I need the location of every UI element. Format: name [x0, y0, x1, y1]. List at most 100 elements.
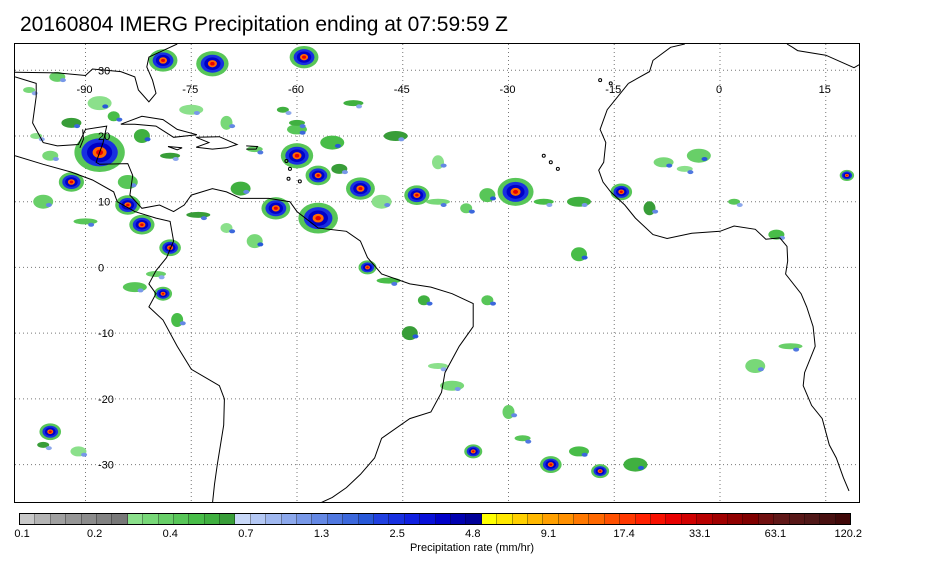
coastlines [15, 44, 859, 502]
longitude-label: 15 [819, 84, 831, 96]
latitude-label: -10 [98, 328, 114, 340]
colorbar-tick-label: 17.4 [613, 528, 635, 540]
precip-cell [728, 198, 741, 205]
precip-cell [525, 439, 532, 444]
precip-cell [454, 387, 461, 391]
precip-cell [302, 55, 307, 59]
precip-cell [158, 275, 165, 280]
precip-cell [546, 203, 553, 207]
colorbar-tick-label: 33.1 [689, 528, 711, 540]
island [555, 166, 560, 171]
longitude-label: -75 [182, 84, 198, 96]
island [287, 166, 292, 171]
colorbar-segment [50, 514, 67, 524]
colorbar-segment [343, 514, 359, 524]
precip-cell [366, 266, 369, 269]
precip-cell [48, 430, 52, 433]
precip-cell [102, 104, 109, 109]
precip-cell [186, 211, 211, 218]
precip-cell [687, 170, 694, 175]
precip-cell [69, 180, 74, 184]
precip-cell [412, 334, 419, 339]
colorbar-segment [143, 514, 159, 524]
precip-cell [415, 193, 419, 197]
precip-cell [778, 343, 803, 350]
precip-cell [294, 153, 300, 158]
precip-cell [140, 223, 144, 227]
colorbar-segment [235, 514, 251, 524]
latitude-label: 20 [98, 131, 110, 143]
precipitation-field [23, 45, 855, 479]
colorbar-segment [558, 514, 575, 524]
precip-cell [172, 157, 179, 161]
precip-cell [116, 117, 123, 122]
colorbar-segment [189, 514, 205, 524]
precip-cell [276, 106, 289, 113]
colorbar-segment [543, 514, 559, 524]
coastline [786, 44, 859, 69]
colorbar-segment [804, 514, 821, 524]
colorbar-segment [589, 514, 605, 524]
precip-cell [652, 209, 659, 214]
colorbar-segment [758, 514, 775, 524]
precip-cell [74, 124, 81, 129]
precip-cell [299, 130, 306, 135]
precip-cell [73, 218, 98, 225]
latitude-label: 0 [98, 262, 104, 274]
colorbar-segment [373, 514, 390, 524]
colorbar-segment [497, 514, 513, 524]
colorbar-segment [681, 514, 698, 524]
coastline [598, 83, 850, 492]
colorbar-segment [266, 514, 282, 524]
precip-cell [334, 143, 341, 148]
colorbar-tick-labels: 0.1 0.2 0.4 0.7 1.3 2.5 4.8 9.1 17.4 33.1 63.1 120.… [14, 528, 862, 542]
coastline [196, 136, 239, 150]
precip-cell [179, 321, 186, 326]
precip-cell [676, 165, 693, 172]
precip-cell [87, 96, 112, 111]
precip-cell [358, 186, 363, 191]
precip-cell [37, 441, 50, 448]
precip-cell [793, 347, 800, 352]
colorbar-segment [112, 514, 128, 524]
colorbar-title: Precipitation rate (mm/hr) [409, 542, 535, 554]
colorbar-segment [297, 514, 313, 524]
colorbar-tick-label: 1.3 [313, 528, 330, 540]
island [284, 158, 289, 163]
graticule [15, 44, 859, 502]
colorbar-segment [450, 514, 467, 524]
colorbar-tick-label: 0.2 [86, 528, 103, 540]
coastline [15, 155, 225, 502]
precip-cell [23, 87, 36, 93]
colorbar-segment [512, 514, 528, 524]
colorbar-segment [620, 514, 636, 524]
precip-cell [581, 203, 588, 207]
colorbar-tick-label: 120.2 [834, 528, 863, 540]
precip-cell [581, 255, 588, 260]
precip-cell [511, 413, 518, 418]
colorbar-segment [604, 514, 621, 524]
colorbar-segment [481, 514, 498, 524]
colorbar-segment [435, 514, 451, 524]
precip-cell [126, 203, 130, 207]
colorbar-segment [389, 514, 405, 524]
colorbar-tick-label: 0.4 [162, 528, 178, 540]
coastline [15, 44, 178, 103]
precip-cell [45, 203, 52, 207]
island [286, 176, 291, 181]
colorbar-segment [358, 514, 374, 524]
colorbar-segment [127, 514, 144, 524]
precip-cell [200, 216, 207, 221]
precip-cell [356, 104, 363, 109]
colorbar-segment [789, 514, 805, 524]
colorbar-segment [666, 514, 682, 524]
colorbar-tick-label: 0.1 [14, 528, 30, 540]
precip-cell [341, 170, 348, 175]
precip-cell [320, 135, 345, 150]
colorbar-segment [527, 514, 544, 524]
colorbar-segment [281, 514, 298, 524]
colorbar-segment [250, 514, 267, 524]
precip-cell [161, 292, 165, 295]
precip-cell [59, 78, 66, 83]
precip-cell [398, 137, 405, 142]
